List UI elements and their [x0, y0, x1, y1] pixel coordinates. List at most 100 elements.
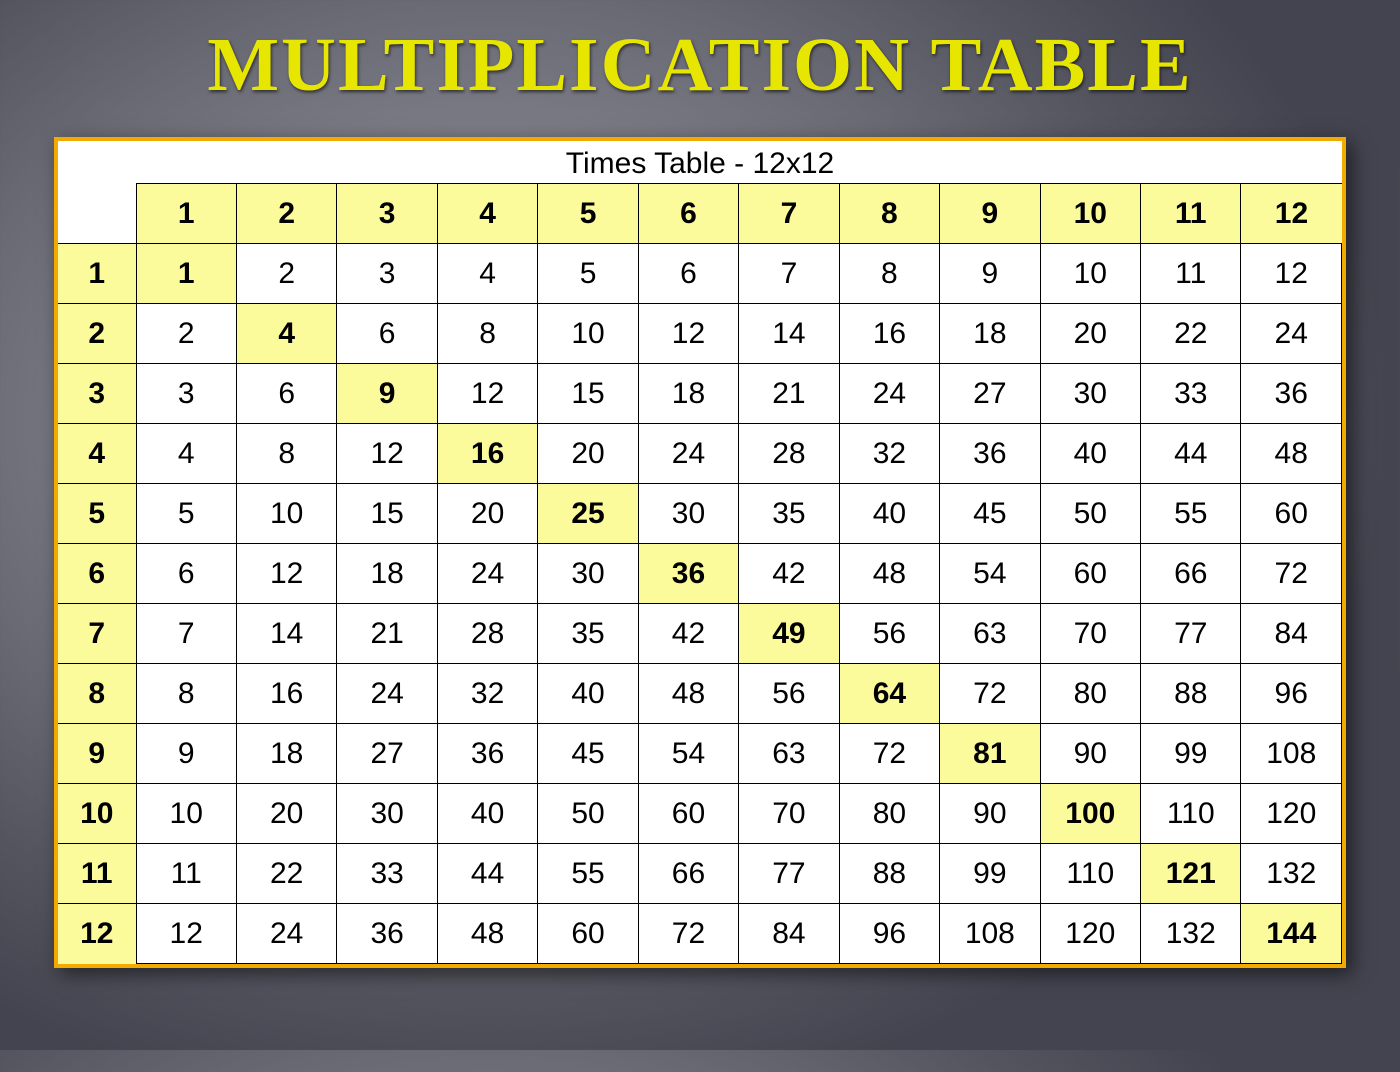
col-header: 5: [538, 184, 638, 244]
table-cell: 14: [236, 604, 336, 664]
table-cell: 88: [1141, 664, 1241, 724]
table-cell: 90: [1040, 724, 1140, 784]
table-cell: 2: [136, 304, 236, 364]
table-cell: 3: [136, 364, 236, 424]
table-cell: 20: [236, 784, 336, 844]
row-header: 10: [58, 784, 136, 844]
table-cell: 24: [337, 664, 437, 724]
table-row: 11112233445566778899110121132: [58, 844, 1342, 904]
diagonal-cell: 64: [839, 664, 939, 724]
table-cell: 6: [638, 244, 738, 304]
col-header: 6: [638, 184, 738, 244]
table-cell: 8: [839, 244, 939, 304]
col-header: 9: [940, 184, 1040, 244]
table-cell: 15: [337, 484, 437, 544]
table-cell: 48: [638, 664, 738, 724]
table-cell: 12: [136, 904, 236, 964]
table-row: 10102030405060708090100110120: [58, 784, 1342, 844]
table-cell: 28: [437, 604, 537, 664]
row-header: 2: [58, 304, 136, 364]
diagonal-cell: 1: [136, 244, 236, 304]
table-cell: 72: [638, 904, 738, 964]
table-cell: 63: [940, 604, 1040, 664]
col-header: 11: [1141, 184, 1241, 244]
table-cell: 36: [437, 724, 537, 784]
table-cell: 54: [638, 724, 738, 784]
col-header: 7: [739, 184, 839, 244]
diagonal-cell: 100: [1040, 784, 1140, 844]
table-cell: 8: [437, 304, 537, 364]
table-cell: 60: [1241, 484, 1342, 544]
table-cell: 5: [136, 484, 236, 544]
table-cell: 2: [236, 244, 336, 304]
table-row: 121224364860728496108120132144: [58, 904, 1342, 964]
table-cell: 120: [1241, 784, 1342, 844]
table-cell: 70: [739, 784, 839, 844]
row-header: 9: [58, 724, 136, 784]
table-cell: 110: [1040, 844, 1140, 904]
table-cell: 22: [236, 844, 336, 904]
table-cell: 110: [1141, 784, 1241, 844]
table-row: 551015202530354045505560: [58, 484, 1342, 544]
table-cell: 50: [1040, 484, 1140, 544]
table-cell: 120: [1040, 904, 1140, 964]
col-header: 4: [437, 184, 537, 244]
table-cell: 45: [940, 484, 1040, 544]
table-cell: 12: [1241, 244, 1342, 304]
table-cell: 20: [538, 424, 638, 484]
table-cell: 77: [1141, 604, 1241, 664]
table-cell: 22: [1141, 304, 1241, 364]
table-cell: 40: [1040, 424, 1140, 484]
table-cell: 54: [940, 544, 1040, 604]
table-cell: 50: [538, 784, 638, 844]
table-cell: 30: [337, 784, 437, 844]
table-cell: 36: [337, 904, 437, 964]
table-cell: 16: [236, 664, 336, 724]
table-cell: 60: [1040, 544, 1140, 604]
diagonal-cell: 121: [1141, 844, 1241, 904]
table-row: 9918273645546372819099108: [58, 724, 1342, 784]
table-body: 1123456789101112224681012141618202224336…: [58, 244, 1342, 964]
table-cell: 8: [136, 664, 236, 724]
table-cell: 10: [1040, 244, 1140, 304]
table-cell: 99: [940, 844, 1040, 904]
diagonal-cell: 9: [337, 364, 437, 424]
col-header: 1: [136, 184, 236, 244]
table-row: 224681012141618202224: [58, 304, 1342, 364]
table-cell: 24: [1241, 304, 1342, 364]
table-cell: 80: [839, 784, 939, 844]
table-cell: 35: [739, 484, 839, 544]
table-cell: 8: [236, 424, 336, 484]
table-cell: 12: [437, 364, 537, 424]
table-cell: 55: [538, 844, 638, 904]
table-cell: 18: [638, 364, 738, 424]
table-cell: 66: [1141, 544, 1241, 604]
table-cell: 45: [538, 724, 638, 784]
table-cell: 6: [236, 364, 336, 424]
table-cell: 33: [1141, 364, 1241, 424]
row-header: 8: [58, 664, 136, 724]
table-cell: 5: [538, 244, 638, 304]
table-cell: 35: [538, 604, 638, 664]
table-cell: 28: [739, 424, 839, 484]
table-cell: 6: [337, 304, 437, 364]
diagonal-cell: 4: [236, 304, 336, 364]
table-cell: 90: [940, 784, 1040, 844]
table-cell: 20: [437, 484, 537, 544]
column-header-row: 1 2 3 4 5 6 7 8 9 10 11 12: [58, 184, 1342, 244]
table-cell: 9: [136, 724, 236, 784]
table-cell: 27: [337, 724, 437, 784]
row-header: 7: [58, 604, 136, 664]
table-cell: 55: [1141, 484, 1241, 544]
table-cell: 40: [437, 784, 537, 844]
table-cell: 88: [839, 844, 939, 904]
table-cell: 48: [437, 904, 537, 964]
table-cell: 6: [136, 544, 236, 604]
table-cell: 16: [839, 304, 939, 364]
table-cell: 3: [337, 244, 437, 304]
table-cell: 108: [940, 904, 1040, 964]
table-cell: 48: [1241, 424, 1342, 484]
table-cell: 36: [940, 424, 1040, 484]
table-cell: 24: [839, 364, 939, 424]
table-row: 44812162024283236404448: [58, 424, 1342, 484]
